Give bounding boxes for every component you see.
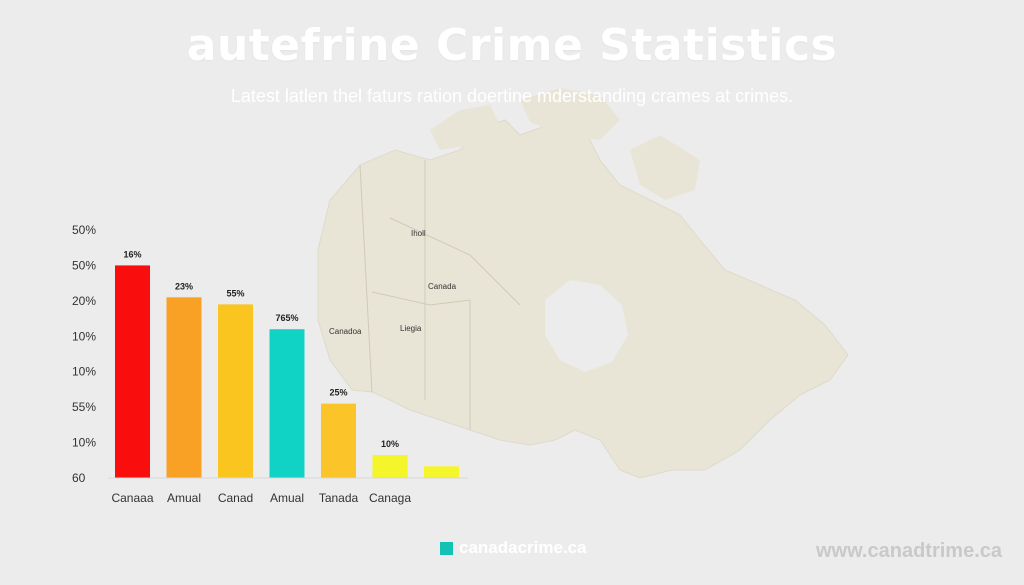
page-subtitle: Latest latlen thel faturs ration doertin… <box>230 86 794 106</box>
bar <box>166 297 202 478</box>
data-label: 16% <box>123 249 141 259</box>
x-tick-label: Amual <box>167 491 201 505</box>
bar <box>269 329 305 478</box>
province-borders <box>359 160 521 430</box>
y-tick-label: 60 <box>72 471 86 485</box>
map-label-1: Iholl <box>411 229 426 238</box>
footer-url: www.canadtrime.ca <box>816 540 1002 562</box>
map-labels: Iholl Canada Canadoa Liegia <box>329 229 457 336</box>
bar <box>372 454 408 478</box>
y-tick-label: 55% <box>72 400 96 414</box>
arctic-island-3 <box>630 135 700 200</box>
bars <box>115 265 459 478</box>
y-axis-ticks: 50% 50% 20% 10% 10% 55% 10% 60 <box>72 223 96 485</box>
data-label: 765% <box>275 313 298 323</box>
brand-square-icon <box>440 541 453 555</box>
x-tick-label: Amual <box>270 491 304 505</box>
y-tick-label: 10% <box>72 329 96 343</box>
data-labels: 16% 23% 55% 765% 25% 10% <box>123 249 399 449</box>
footer-brand-text: canadacrime.ca <box>459 538 587 557</box>
y-tick-label: 10% <box>72 365 96 379</box>
x-tick-label: Canaaa <box>111 491 153 505</box>
footer-brand: canadacrime.ca <box>440 538 587 558</box>
arctic-island-2 <box>520 88 620 140</box>
bar <box>218 304 253 478</box>
map-label-4: Liegia <box>400 324 422 333</box>
y-tick-label: 20% <box>72 294 96 308</box>
data-label: 25% <box>329 388 347 398</box>
data-label: 55% <box>226 288 244 298</box>
data-label: 23% <box>175 281 193 291</box>
data-label: 10% <box>381 439 399 449</box>
x-tick-label: Canad <box>218 491 253 505</box>
hudson-bay <box>545 280 628 372</box>
bar <box>115 265 150 478</box>
bar <box>424 466 459 478</box>
x-tick-label: Tanada <box>319 491 359 505</box>
map-label-3: Canadoa <box>329 327 362 336</box>
map-label-2: Canada <box>428 282 457 291</box>
y-tick-label: 50% <box>72 258 96 272</box>
y-tick-label: 50% <box>72 223 96 237</box>
arctic-island-1 <box>430 105 500 150</box>
page-title: autefrine Crime Statistics <box>186 20 838 71</box>
x-axis-labels: Canaaa Amual Canad Amual Tanada Canaga <box>111 491 411 505</box>
y-tick-label: 10% <box>72 436 96 450</box>
bar <box>321 403 356 478</box>
x-tick-label: Canaga <box>369 491 411 505</box>
